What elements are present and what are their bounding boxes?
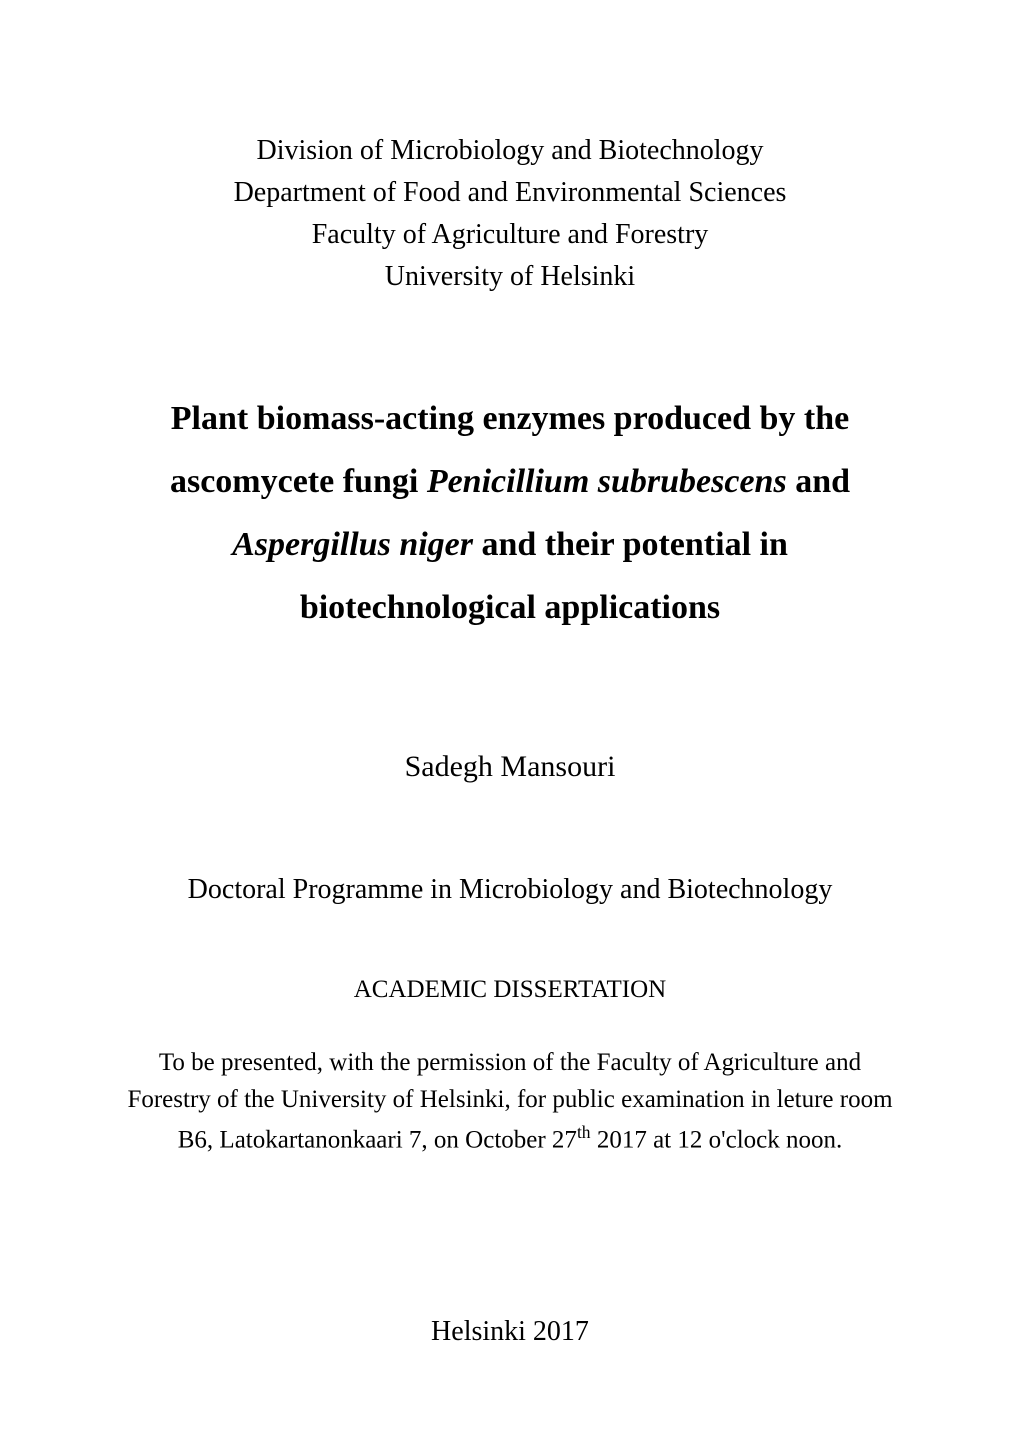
affiliation-line: Division of Microbiology and Biotechnolo…	[120, 130, 900, 172]
ordinal-suffix: th	[577, 1122, 591, 1142]
notice-text: 2017 at 12 o'clock noon.	[591, 1126, 843, 1153]
affiliation-line: University of Helsinki	[120, 256, 900, 298]
affiliation-line: Department of Food and Environmental Sci…	[120, 172, 900, 214]
defence-notice: To be presented, with the permission of …	[120, 1044, 900, 1159]
author-name: Sadegh Mansouri	[120, 750, 900, 784]
title-species: Penicillium subrubescens	[427, 463, 787, 500]
title-segment: and	[787, 463, 850, 500]
affiliation-line: Faculty of Agriculture and Forestry	[120, 214, 900, 256]
dissertation-title: Plant biomass-acting enzymes produced by…	[120, 388, 900, 640]
doctoral-programme: Doctoral Programme in Microbiology and B…	[120, 874, 900, 906]
title-page: Division of Microbiology and Biotechnolo…	[0, 0, 1020, 1448]
affiliation-block: Division of Microbiology and Biotechnolo…	[120, 130, 900, 298]
title-species: Aspergillus niger	[232, 526, 473, 563]
dissertation-label: ACADEMIC DISSERTATION	[120, 976, 900, 1004]
place-and-year: Helsinki 2017	[120, 1316, 900, 1348]
